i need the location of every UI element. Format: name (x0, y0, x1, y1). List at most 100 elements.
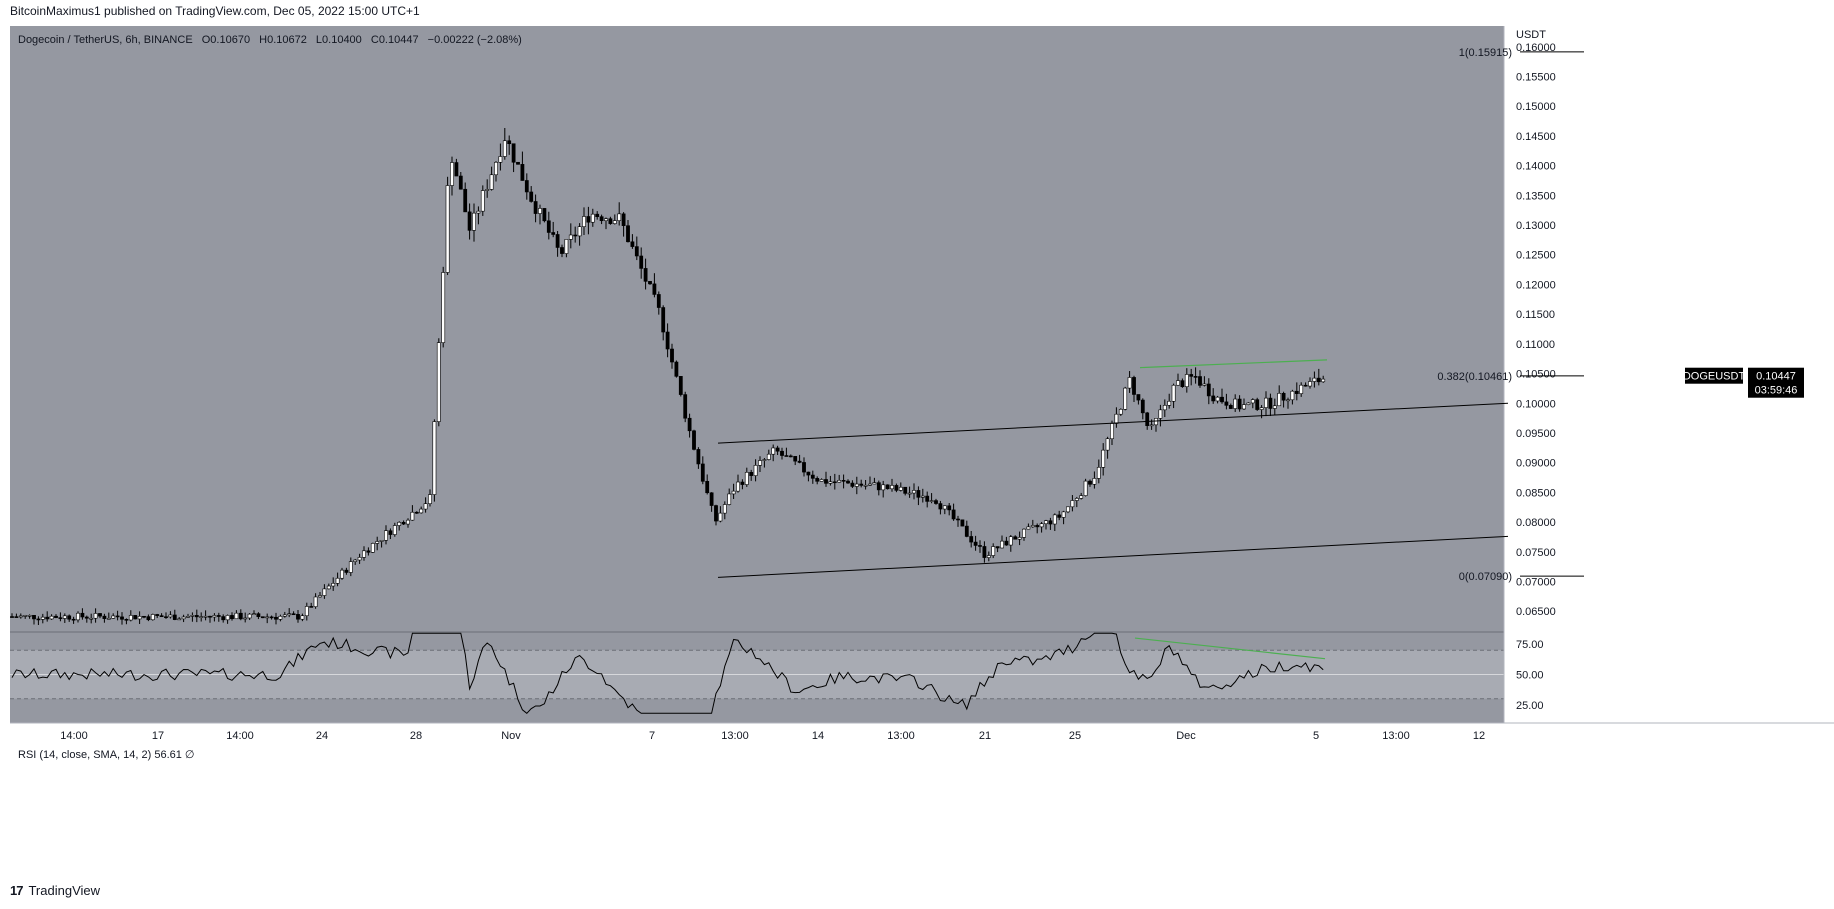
candle-body (432, 421, 437, 495)
candle (973, 535, 978, 551)
candle-body (577, 226, 582, 237)
candle-body (1083, 480, 1088, 496)
price-label-box (1748, 367, 1804, 398)
candle-body (340, 569, 344, 579)
candle (885, 484, 890, 490)
candle-body (920, 495, 925, 498)
candle (718, 506, 723, 523)
candle-body (111, 615, 116, 619)
price-tick-label: 0.07000 (1516, 577, 1556, 589)
candle (912, 483, 916, 500)
candle-body (780, 450, 784, 456)
candle-body (683, 394, 688, 419)
candle-body (907, 492, 912, 495)
candle (1057, 510, 1062, 521)
candle-body (155, 614, 160, 616)
candle (643, 258, 648, 290)
price-tick-label: 0.10500 (1516, 369, 1556, 381)
candle (274, 612, 278, 625)
candle (533, 194, 538, 223)
candle (472, 203, 476, 242)
candle (744, 467, 749, 487)
candle (749, 469, 754, 481)
candle (714, 504, 718, 526)
time-tick-label: Nov (501, 730, 521, 742)
candle-body (542, 208, 547, 222)
candle (348, 557, 353, 577)
candle (357, 553, 362, 564)
price-tick-label: 0.15500 (1516, 72, 1556, 84)
candle (573, 226, 578, 243)
candle-body (1008, 536, 1013, 546)
candle-body (854, 483, 859, 487)
candle-body (837, 480, 842, 483)
candle (414, 511, 419, 515)
candle (876, 480, 881, 496)
candle (1211, 388, 1216, 404)
candle (401, 520, 406, 525)
candle-body (824, 479, 828, 484)
candle (1000, 535, 1004, 549)
candle (1321, 375, 1326, 383)
candle (168, 611, 173, 619)
candle (181, 614, 186, 623)
candle (1145, 411, 1150, 430)
time-tick-label: Dec (1176, 730, 1196, 742)
candle-body (1167, 400, 1172, 406)
price-tick-label: 0.07500 (1516, 547, 1556, 559)
candle (313, 593, 318, 609)
candle (1171, 383, 1176, 409)
candle (780, 447, 784, 460)
candle (771, 444, 776, 462)
candle-body (806, 471, 811, 476)
candle (1013, 535, 1018, 540)
candle (45, 611, 50, 622)
candle (344, 567, 349, 575)
candle-body (1286, 399, 1290, 402)
candle-body (1316, 377, 1321, 383)
candle (1198, 370, 1202, 388)
candle-body (841, 480, 846, 482)
candle (260, 616, 265, 619)
candle (1070, 495, 1075, 512)
candle (1303, 382, 1308, 387)
candle (146, 614, 151, 622)
candle (599, 214, 604, 225)
candle-body (190, 615, 195, 617)
candle-body (617, 213, 622, 221)
symbol-legend: Dogecoin / TetherUS, 6h, BINANCE O0.1067… (18, 34, 522, 46)
rsi-tick-label: 25.00 (1516, 700, 1544, 712)
candle-body (639, 255, 644, 269)
candle (1158, 404, 1163, 427)
publisher-text: BitcoinMaximus1 published on TradingView… (10, 4, 420, 18)
candle-body (450, 162, 454, 186)
candle (71, 616, 76, 624)
candle-body (199, 616, 204, 618)
candle (674, 360, 679, 378)
candle (1246, 402, 1251, 406)
candle-body (1017, 537, 1022, 540)
candle (322, 584, 327, 599)
candle (498, 143, 503, 171)
candle (252, 610, 256, 615)
candle-body (758, 460, 762, 466)
candle-body (797, 460, 802, 463)
candle-body (815, 478, 820, 482)
candle-body (929, 500, 934, 502)
candle-body (511, 143, 516, 163)
candle-body (599, 216, 604, 222)
candle-body (793, 456, 798, 462)
candle-body (1176, 380, 1180, 386)
candle (1074, 496, 1079, 508)
candle-body (304, 606, 309, 617)
candle (1281, 391, 1286, 408)
chart-frame[interactable]: USDT 0.16000 0.15500 0.15000 0.14500 0.14000 0… (0, 26, 1834, 874)
candle (142, 615, 146, 619)
candle (291, 611, 296, 616)
candle (960, 519, 965, 527)
candle-body (709, 492, 714, 506)
candle (93, 608, 98, 623)
candle (1044, 519, 1048, 530)
candle-body (181, 616, 186, 620)
